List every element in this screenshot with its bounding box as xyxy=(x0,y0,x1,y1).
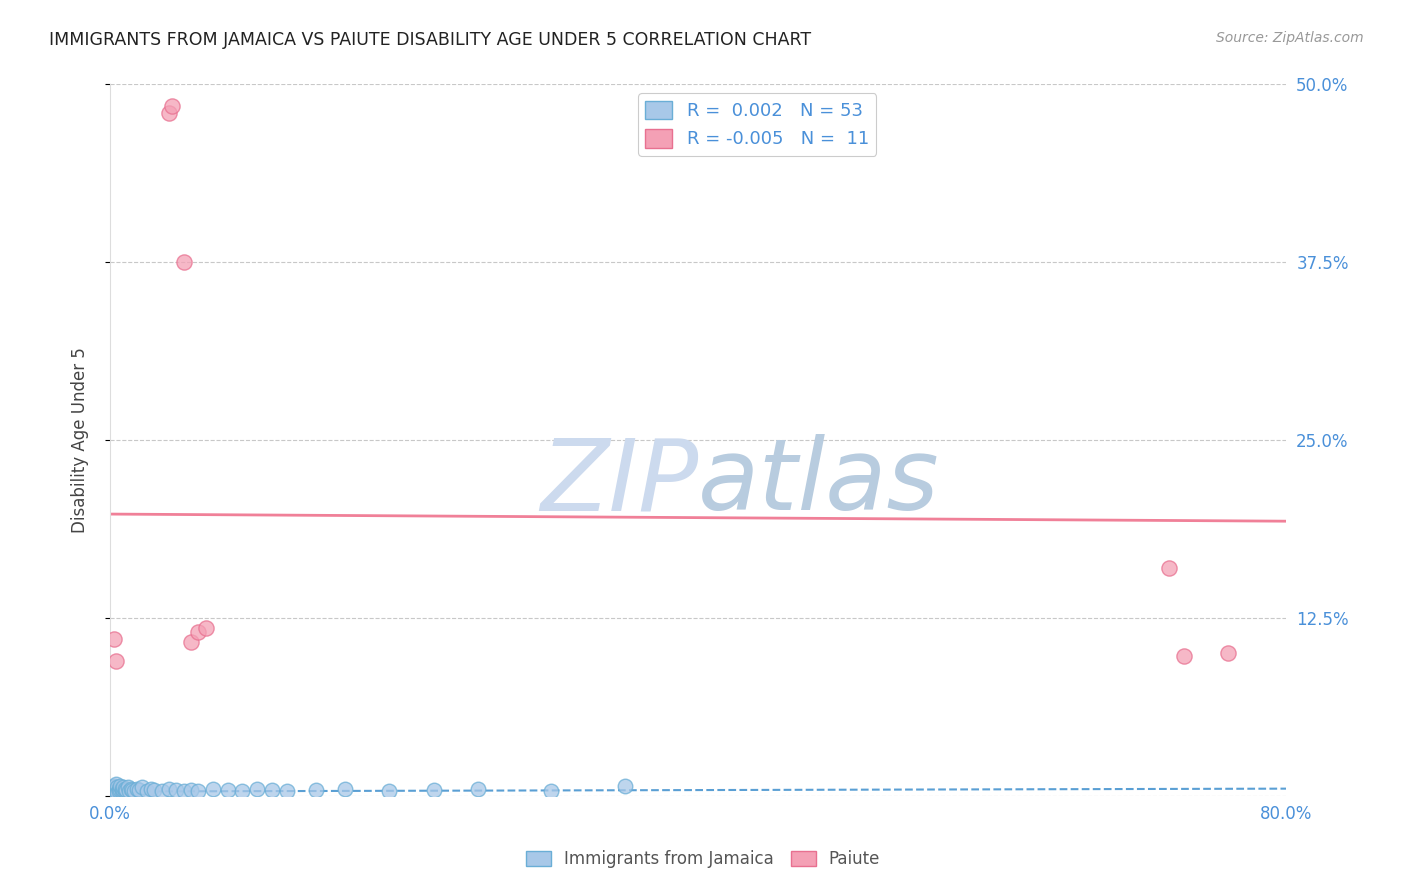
Point xyxy=(157,781,180,796)
Point xyxy=(1157,561,1180,575)
Point xyxy=(101,784,124,798)
Point xyxy=(217,783,239,797)
Text: ZIP: ZIP xyxy=(540,434,699,532)
Point xyxy=(540,784,562,798)
Point xyxy=(117,780,139,795)
Point xyxy=(1216,647,1239,661)
Point xyxy=(135,784,157,798)
Point xyxy=(107,783,129,797)
Point xyxy=(114,781,136,796)
Point xyxy=(112,783,135,797)
Point xyxy=(246,781,269,796)
Point xyxy=(100,783,122,797)
Point xyxy=(187,625,209,640)
Point xyxy=(112,780,135,795)
Point xyxy=(128,783,150,797)
Point xyxy=(165,783,187,797)
Point xyxy=(104,784,127,798)
Point xyxy=(103,783,125,797)
Point xyxy=(335,781,357,796)
Point xyxy=(110,779,132,793)
Point xyxy=(103,779,125,793)
Point xyxy=(157,106,180,120)
Point xyxy=(160,99,183,113)
Point xyxy=(103,632,125,647)
Point xyxy=(115,783,138,797)
Point xyxy=(122,784,145,798)
Point xyxy=(111,784,134,798)
Point xyxy=(108,781,131,796)
Point xyxy=(118,784,141,798)
Point xyxy=(104,654,127,668)
Point xyxy=(107,786,129,800)
Y-axis label: Disability Age Under 5: Disability Age Under 5 xyxy=(72,347,89,533)
Legend: R =  0.002   N = 53, R = -0.005   N =  11: R = 0.002 N = 53, R = -0.005 N = 11 xyxy=(638,94,876,155)
Point xyxy=(201,781,224,796)
Point xyxy=(120,781,142,796)
Point xyxy=(1173,649,1195,664)
Point xyxy=(276,784,298,798)
Point xyxy=(143,783,166,797)
Point xyxy=(103,780,125,795)
Point xyxy=(104,781,127,796)
Text: IMMIGRANTS FROM JAMAICA VS PAIUTE DISABILITY AGE UNDER 5 CORRELATION CHART: IMMIGRANTS FROM JAMAICA VS PAIUTE DISABI… xyxy=(49,31,811,49)
Point xyxy=(173,784,195,798)
Point xyxy=(467,781,489,796)
Legend: Immigrants from Jamaica, Paiute: Immigrants from Jamaica, Paiute xyxy=(519,844,887,875)
Point xyxy=(150,784,173,798)
Point xyxy=(173,255,195,269)
Point xyxy=(111,781,134,796)
Point xyxy=(121,783,143,797)
Point xyxy=(110,783,132,797)
Point xyxy=(131,780,153,795)
Point xyxy=(260,783,283,797)
Point xyxy=(101,781,124,796)
Point xyxy=(141,781,163,796)
Text: Source: ZipAtlas.com: Source: ZipAtlas.com xyxy=(1216,31,1364,45)
Point xyxy=(108,784,131,798)
Point xyxy=(422,783,444,797)
Point xyxy=(194,621,217,635)
Point xyxy=(180,635,202,649)
Point xyxy=(187,784,209,798)
Point xyxy=(378,784,401,798)
Point xyxy=(114,784,136,798)
Point xyxy=(104,777,127,791)
Text: atlas: atlas xyxy=(699,434,939,532)
Point xyxy=(613,779,636,793)
Point xyxy=(180,783,202,797)
Point xyxy=(231,784,253,798)
Point xyxy=(305,783,328,797)
Point xyxy=(125,781,148,796)
Point xyxy=(107,780,129,795)
